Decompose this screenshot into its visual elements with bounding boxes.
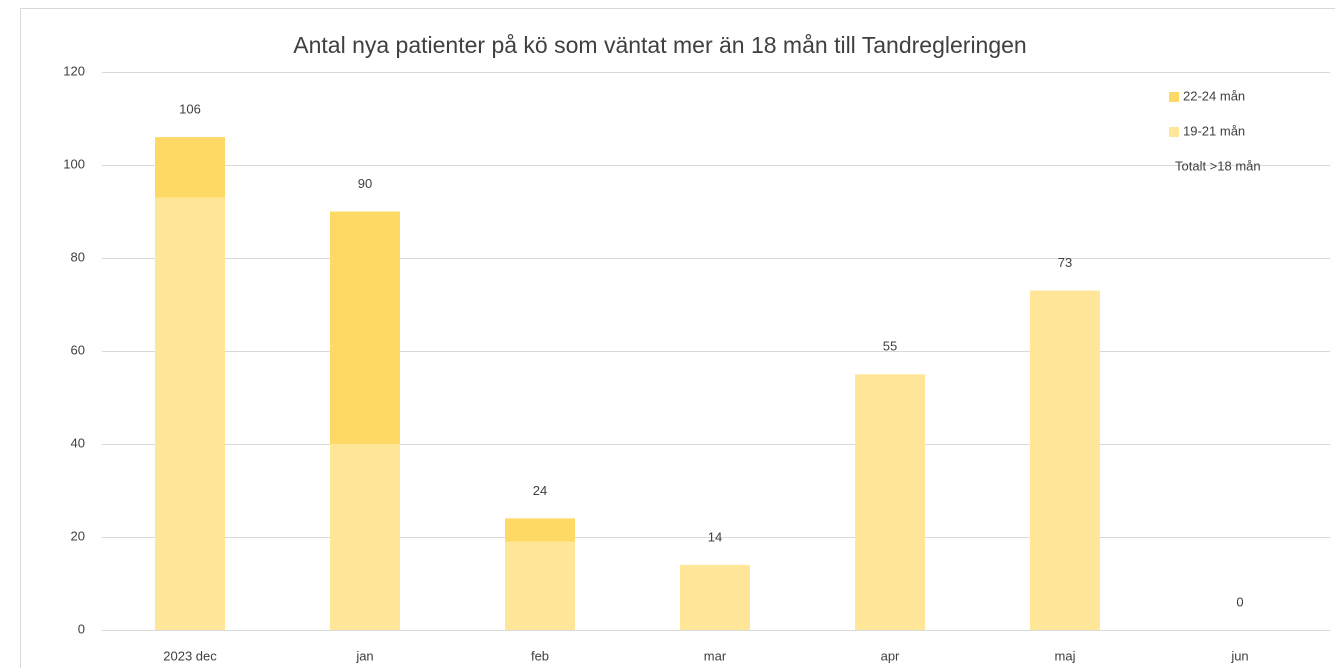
y-tick-label: 40 [71,435,85,450]
data-label: 106 [179,102,201,117]
x-tick-label: jun [1230,648,1248,663]
data-label: 55 [883,339,897,354]
chart-border [20,8,1335,668]
y-tick-label: 120 [63,63,85,78]
bar-segment [155,137,225,198]
bar-segment [155,197,225,631]
bar-segment [505,518,575,542]
y-tick-label: 100 [63,156,85,171]
y-tick-label: 80 [71,249,85,264]
y-tick-label: 60 [71,342,85,357]
bar-segment [330,211,400,444]
legend-label: Totalt >18 mån [1175,158,1261,173]
data-label: 90 [358,176,372,191]
x-tick-label: jan [355,648,373,663]
data-label: 73 [1058,255,1072,270]
y-tick-label: 20 [71,528,85,543]
bar-segment [330,444,400,630]
x-tick-label: feb [531,648,549,663]
bar-segment [855,374,925,630]
data-label: 14 [708,529,722,544]
x-tick-label: mar [704,648,727,663]
data-label: 0 [1236,594,1243,609]
legend-label: 22-24 mån [1183,88,1245,103]
legend-swatch [1169,92,1179,102]
bar-segment [1030,290,1100,630]
legend-label: 19-21 mån [1183,123,1245,138]
y-tick-label: 0 [78,621,85,636]
x-tick-label: 2023 dec [163,648,217,663]
legend-swatch [1169,127,1179,137]
x-tick-label: apr [881,648,900,663]
x-tick-label: maj [1055,648,1076,663]
data-label: 24 [533,483,547,498]
chart-title: Antal nya patienter på kö som väntat mer… [293,32,1026,58]
bar-segment [505,541,575,630]
bar-segment [680,564,750,630]
